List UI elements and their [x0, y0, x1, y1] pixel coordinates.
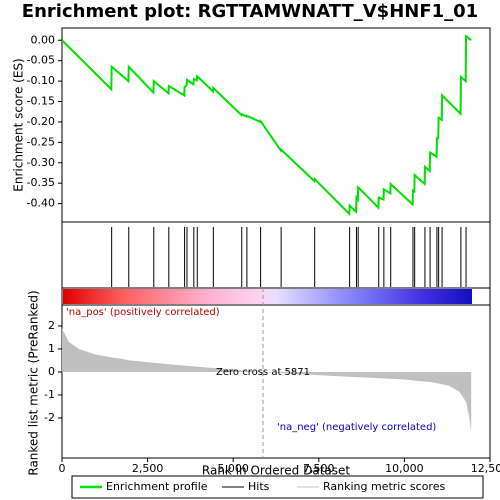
x-tick-label: 2,500 [132, 462, 164, 475]
metric-area [62, 328, 472, 432]
legend [71, 475, 484, 499]
y-tick-label: -0.15 [27, 95, 55, 108]
y-tick-label: -0.20 [27, 115, 55, 128]
x-axis-label: Rank in Ordered Dataset [202, 464, 350, 478]
y-tick-label: -0.10 [27, 74, 55, 87]
y-tick-label: -0.35 [27, 176, 55, 189]
legend-label: Enrichment profile [106, 480, 208, 493]
y-tick-label: 0.00 [31, 33, 56, 46]
y-tick-label: -0.30 [27, 156, 55, 169]
legend-label: Ranking metric scores [323, 480, 445, 493]
x-tick-label: 10,000 [385, 462, 424, 475]
y-tick-label: -0.05 [27, 54, 55, 67]
y-axis-label: Ranked list metric (PreRanked) [27, 290, 41, 475]
frame [61, 27, 491, 459]
annotation: Zero cross at 5871 [216, 367, 310, 378]
annotation: 'na_pos' (positively correlated) [66, 307, 220, 318]
y-axis-label: Enrichment score (ES) [12, 58, 26, 191]
es-line [61, 34, 472, 217]
y-tick-label: -2 [44, 411, 55, 424]
x-tick-label: 12,500 [471, 462, 500, 475]
x-tick-label: 7,500 [303, 462, 335, 475]
y-tick-label: 2 [48, 319, 55, 332]
x-tick-label: 0 [59, 462, 66, 475]
y-tick-label: -0.25 [27, 135, 55, 148]
y-tick-label: 1 [48, 342, 55, 355]
chart-title: Enrichment plot: RGTTAMWNATT_V$HNF1_01 [22, 1, 478, 22]
x-tick-label: 5,000 [217, 462, 249, 475]
annotation: 'na_neg' (negatively correlated) [277, 422, 436, 433]
y-tick-label: 0 [48, 365, 55, 378]
y-tick-label: -0.40 [27, 197, 55, 210]
color-bar [63, 289, 472, 304]
y-tick-label: -1 [44, 388, 55, 401]
legend-label: Hits [248, 480, 270, 493]
